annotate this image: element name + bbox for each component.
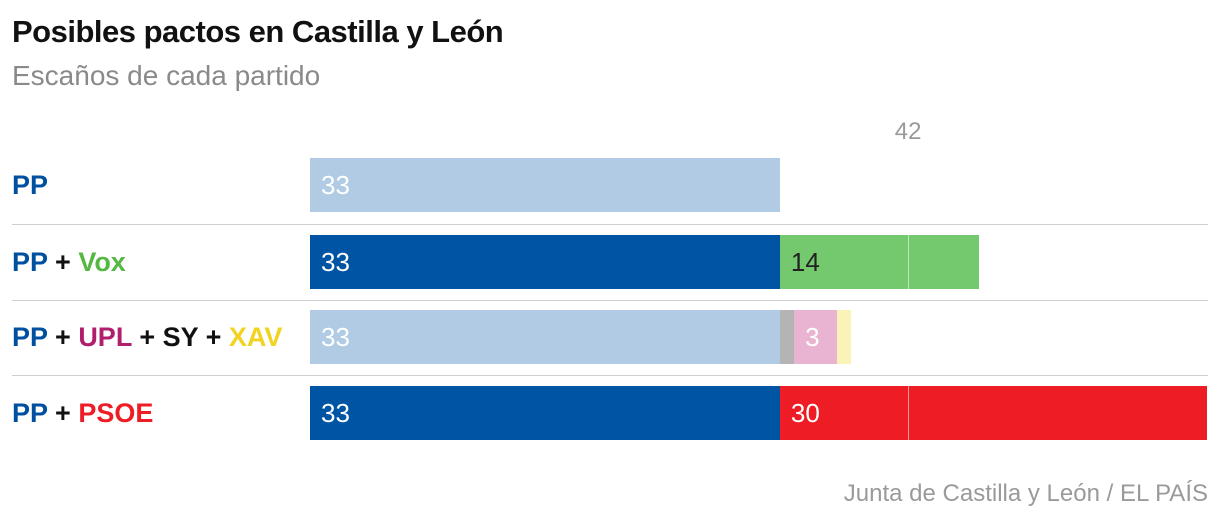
row-separator [12,300,1208,301]
row-separator [12,375,1208,376]
party-name-pp: PP [12,322,48,352]
party-name-pp: PP [12,170,49,200]
bar-segment-pp: 33 [310,310,780,364]
party-name-psoe: PSOE [78,398,154,428]
data-label: 33 [321,322,350,352]
chart-subtitle: Escaños de cada partido [12,60,321,91]
data-label: 30 [790,398,820,428]
bar-row: PP + PSOE 33 30 [0,386,1220,440]
party-name-vox: Vox [78,247,126,277]
majority-tick [908,235,910,289]
plus-sign: + [198,322,229,352]
row-label: PP + Vox [12,235,126,289]
majority-tick [908,386,910,440]
row-label: PP [12,158,48,212]
party-name-xav: XAV [228,322,283,352]
plus-sign: + [47,398,79,428]
chart-title: Posibles pactos en Castilla y León [12,14,504,49]
row-label: PP + PSOE [12,386,153,440]
bar-segment-upl: 3 [794,310,837,364]
party-name-sy: SY [162,322,199,352]
majority-threshold-label: 42 [894,118,922,145]
row-separator [12,224,1208,225]
party-name-pp: PP [12,247,48,277]
bar-segment-psoe: 30 [779,386,1208,440]
plus-sign: + [131,322,163,352]
data-label: 14 [790,247,820,277]
bar-row: PP 33 [0,158,1220,212]
data-label: 33 [321,398,350,428]
source-credit: Junta de Castilla y León / EL PAÍS [843,480,1208,507]
row-label: PP + UPL + SY + XAV [12,310,282,364]
bar-segment-pp: 33 [310,158,780,212]
plus-sign: + [47,247,79,277]
bar-row: PP + UPL + SY + XAV 33 3 [0,310,1220,364]
bar-segment-sy [779,310,795,364]
plus-sign: + [47,322,79,352]
data-label: 33 [321,247,350,277]
party-name-pp: PP [12,398,48,428]
bar-segment-xav [836,310,852,364]
party-name-upl: UPL [78,322,132,352]
data-label: 33 [321,170,350,200]
bar-segment-vox: 14 [779,235,980,289]
data-label: 3 [805,322,820,352]
bar-segment-pp: 33 [310,235,780,289]
bar-row: PP + Vox 33 14 [0,235,1220,289]
bar-segment-pp: 33 [310,386,780,440]
